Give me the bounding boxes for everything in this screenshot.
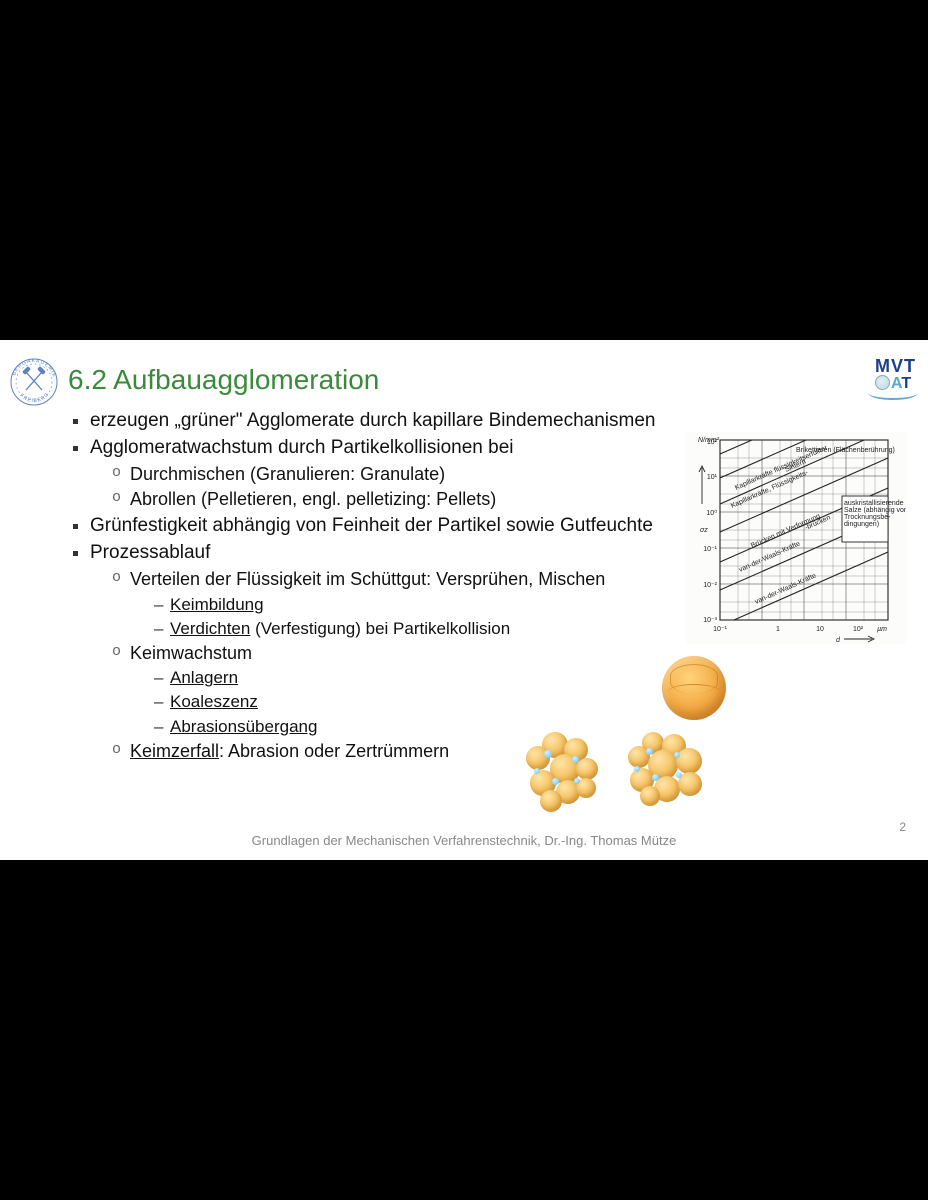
koaleszenz: Koaleszenz (170, 692, 258, 711)
logo-arc (868, 384, 918, 400)
verdichten-suffix: (Verfestigung) bei Partikelkollision (250, 619, 510, 638)
bullet-4-2-2: Koaleszenz (154, 690, 904, 714)
y-unit: N/mm² (698, 437, 720, 444)
slide: BERGAKADEMIE FREIBERG MVT AT 6.2 Aufbaua… (0, 340, 928, 860)
bullet-4-2-1: Anlagern (154, 666, 904, 690)
ytick-4: 10¹ (707, 474, 718, 481)
logo-mvt: MVT (875, 358, 916, 375)
ytick-0: 10⁻³ (703, 617, 717, 624)
anlagern: Anlagern (170, 668, 238, 687)
logo-text-top: BERGAKADEMIE (11, 358, 57, 379)
region-r8: van-der-Waals-Kräfte (738, 540, 801, 573)
xtick-0: 10⁻¹ (713, 626, 727, 633)
ytick-2: 10⁻¹ (703, 546, 717, 553)
bullet-4-1-text: Verteilen der Flüssigkeit im Schüttgut: … (130, 569, 605, 589)
xtick-2: 10 (816, 626, 824, 633)
pellet-illustration (662, 656, 726, 720)
y-symbol: σz (700, 527, 708, 534)
bullet-4-text: Prozessablauf (90, 542, 210, 563)
slide-title: 6.2 Aufbauagglomeration (68, 364, 379, 396)
strength-vs-size-chart: 10² 10¹ 10⁰ 10⁻¹ 10⁻² 10⁻³ 10⁻¹ 1 10 10²… (686, 432, 906, 644)
keimzerfall: Keimzerfall (130, 741, 219, 761)
slide-footer: Grundlagen der Mechanischen Verfahrenste… (0, 833, 928, 848)
keimbildung: Keimbildung (170, 595, 264, 614)
svg-text:BERGAKADEMIE: BERGAKADEMIE (11, 358, 57, 379)
page-number: 2 (899, 820, 906, 834)
ytick-1: 10⁻² (703, 582, 717, 589)
svg-text:dingungen): dingungen) (844, 521, 879, 528)
region-r9: van-der-Waals-Kräfte (754, 572, 817, 605)
ytick-3: 10⁰ (706, 509, 717, 517)
keimzerfall-suffix: : Abrasion oder Zertrümmern (219, 741, 449, 761)
bullet-2-text: Agglomeratwachstum durch Partikelkollisi… (90, 437, 513, 458)
xtick-3: 10² (853, 626, 864, 633)
x-unit: µm (877, 626, 887, 633)
abrasionsuebergang: Abrasionsübergang (170, 717, 317, 736)
xtick-1: 1 (776, 626, 780, 633)
svg-text:auskristallisierende: auskristallisierende (844, 500, 904, 507)
svg-text:Salze (abhängig von: Salze (abhängig von (844, 507, 906, 514)
university-logo: BERGAKADEMIE FREIBERG (8, 356, 60, 413)
svg-text:Trocknungsbe-: Trocknungsbe- (844, 514, 891, 521)
bullet-4-2: Keimwachstum Anlagern Koaleszenz Abrasio… (112, 641, 904, 739)
verdichten: Verdichten (170, 619, 250, 638)
agglomerate-cluster-1 (520, 728, 612, 820)
agglomerate-cluster-2 (624, 730, 712, 818)
region-r7: Brücken mit Verformung (750, 513, 822, 550)
bullet-4-2-text: Keimwachstum (130, 643, 252, 663)
x-axis-label: d (836, 637, 841, 644)
bullet-1: erzeugen „grüner" Agglomerate durch kapi… (90, 408, 904, 435)
bullet-4-3: Keimzerfall: Abrasion oder Zertrümmern (112, 739, 904, 765)
